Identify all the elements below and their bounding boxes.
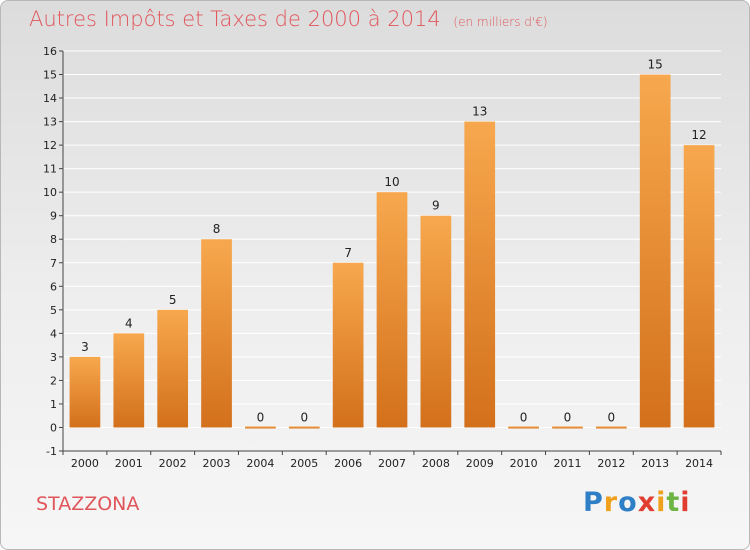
y-tick-label: 9 xyxy=(50,210,57,223)
y-tick-label: 12 xyxy=(43,139,57,152)
x-tick-label: 2002 xyxy=(159,457,187,470)
bar-value-label: 4 xyxy=(125,316,133,330)
x-tick-label: 2006 xyxy=(334,457,362,470)
y-tick-label: 2 xyxy=(50,374,57,387)
bar xyxy=(376,192,408,428)
x-tick-label: 2003 xyxy=(203,457,231,470)
bar xyxy=(420,215,452,428)
bar-value-label: 15 xyxy=(648,58,663,72)
bar-value-label: 13 xyxy=(472,105,487,119)
y-tick-label: 7 xyxy=(50,257,57,270)
x-tick-label: 2005 xyxy=(290,457,318,470)
y-tick-label: 10 xyxy=(43,186,57,199)
proxiti-logo: Proxiti xyxy=(583,487,691,518)
x-tick-label: 2012 xyxy=(597,457,625,470)
x-tick-label: 2009 xyxy=(466,457,494,470)
commune-name: STAZZONA xyxy=(36,493,140,515)
bar xyxy=(245,426,276,429)
y-tick-label: 15 xyxy=(43,69,57,82)
y-tick-label: 8 xyxy=(50,233,57,246)
y-tick-label: 16 xyxy=(43,45,57,58)
y-tick-label: -1 xyxy=(46,445,57,458)
bar-value-label: 12 xyxy=(691,128,706,142)
y-tick-label: 11 xyxy=(43,163,57,176)
x-tick-label: 2000 xyxy=(71,457,99,470)
bar-value-label: 3 xyxy=(81,340,89,354)
x-tick-label: 2004 xyxy=(246,457,274,470)
x-tick-label: 2014 xyxy=(685,457,713,470)
bar-value-label: 0 xyxy=(300,410,308,424)
x-tick-label: 2008 xyxy=(422,457,450,470)
x-tick-label: 2010 xyxy=(510,457,538,470)
bar xyxy=(69,356,101,428)
bar-value-label: 10 xyxy=(384,175,399,189)
y-tick-label: 0 xyxy=(50,421,57,434)
y-tick-label: 13 xyxy=(43,116,57,129)
bar xyxy=(683,145,715,428)
y-tick-label: 6 xyxy=(50,280,57,293)
chart-unit: (en milliers d'€) xyxy=(453,15,548,29)
bar-value-label: 0 xyxy=(608,410,616,424)
y-tick-label: 1 xyxy=(50,398,57,411)
bar xyxy=(595,426,627,429)
bar xyxy=(508,426,539,429)
chart-title: Autres Impôts et Taxes de 2000 à 2014 (e… xyxy=(29,7,548,31)
x-tick-label: 2011 xyxy=(553,457,581,470)
bar xyxy=(639,74,671,428)
y-tick-label: 5 xyxy=(50,304,57,317)
bar xyxy=(201,239,232,428)
bar-value-label: 0 xyxy=(520,410,528,424)
x-tick-label: 2013 xyxy=(641,457,669,470)
bar xyxy=(288,426,320,429)
bar-value-label: 0 xyxy=(564,410,572,424)
y-tick-label: 3 xyxy=(50,351,57,364)
bar-value-label: 5 xyxy=(169,293,177,307)
bar xyxy=(113,333,145,428)
y-tick-label: 14 xyxy=(43,92,57,105)
x-tick-label: 2001 xyxy=(115,457,143,470)
bar-value-label: 8 xyxy=(213,222,221,236)
bar xyxy=(157,309,189,428)
bar xyxy=(552,426,583,429)
bar xyxy=(464,121,496,428)
bar-value-label: 0 xyxy=(257,410,265,424)
y-tick-label: 4 xyxy=(50,327,57,340)
x-tick-label: 2007 xyxy=(378,457,406,470)
bar xyxy=(332,262,364,428)
bar-value-label: 7 xyxy=(344,246,352,260)
chart-title-text: Autres Impôts et Taxes de 2000 à 2014 xyxy=(29,7,441,31)
bar-value-label: 9 xyxy=(432,199,440,213)
